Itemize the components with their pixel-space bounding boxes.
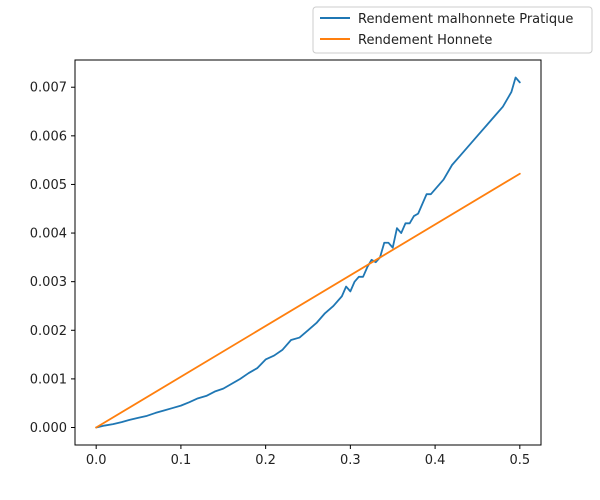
y-tick-label: 0.001: [30, 372, 67, 387]
y-tick-label: 0.007: [30, 81, 67, 96]
y-tick-label: 0.003: [30, 275, 67, 290]
legend-label-malhonnete: Rendement malhonnete Pratique: [358, 12, 573, 27]
x-tick-label: 0.1: [171, 453, 192, 468]
series-line-1: [95, 172, 521, 429]
y-tick-label: 0.006: [30, 129, 67, 144]
x-tick-label: 0.5: [509, 453, 530, 468]
x-tick-label: 0.3: [340, 453, 361, 468]
legend: Rendement malhonnete Pratique Rendement …: [312, 6, 593, 54]
y-tick-label: 0.002: [30, 324, 67, 339]
x-axis-ticks: 0.0 0.1 0.2 0.3 0.4 0.5: [86, 445, 530, 468]
x-tick-label: 0.4: [425, 453, 446, 468]
legend-box: [312, 6, 593, 54]
plot-frame: [74, 59, 542, 446]
series-line-0: [95, 76, 521, 429]
plot-area: [75, 60, 541, 445]
legend-label-honnete: Rendement Honnete: [358, 33, 492, 48]
x-tick-label: 0.2: [255, 453, 276, 468]
series-layer: [95, 76, 521, 429]
y-tick-label: 0.004: [30, 227, 67, 242]
x-tick-label: 0.0: [86, 453, 107, 468]
y-tick-label: 0.005: [30, 178, 67, 193]
y-axis-ticks: 0.000 0.001 0.002 0.003 0.004 0.005 0.006 0.007: [30, 81, 75, 436]
y-tick-label: 0.000: [30, 421, 67, 436]
